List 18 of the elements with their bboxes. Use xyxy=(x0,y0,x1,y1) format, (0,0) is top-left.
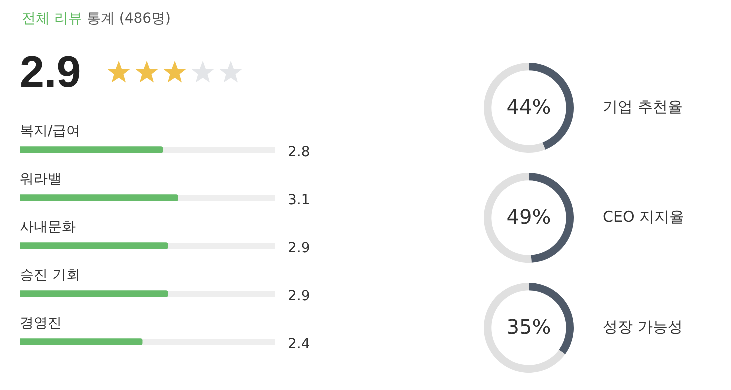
y-tick-label: 승진 기회 xyxy=(20,268,80,284)
y-tick-label: 복지/급여 xyxy=(20,124,81,140)
data-label: 3.1 xyxy=(288,192,310,209)
data-label: 2.4 xyxy=(288,336,310,353)
chart-title: 전체 리뷰 통계 (486명) xyxy=(22,11,171,27)
y-tick-label: 경영진 xyxy=(20,316,62,332)
y-tick-label: 사내문화 xyxy=(20,220,76,236)
data-label: 2.9 xyxy=(288,288,310,305)
text: 기업 추천율 xyxy=(603,98,683,117)
y-tick-label: 워라밸 xyxy=(20,172,62,188)
data-label: 35% xyxy=(506,315,552,340)
data-label: 44% xyxy=(506,95,552,120)
data-label: 2.8 xyxy=(288,144,310,161)
data-label: 2.9 xyxy=(288,240,310,257)
data-label: 49% xyxy=(506,205,552,230)
text: 성장 가능성 xyxy=(603,318,683,337)
text: CEO 지지율 xyxy=(603,208,685,227)
text: 2.9 xyxy=(20,48,82,98)
